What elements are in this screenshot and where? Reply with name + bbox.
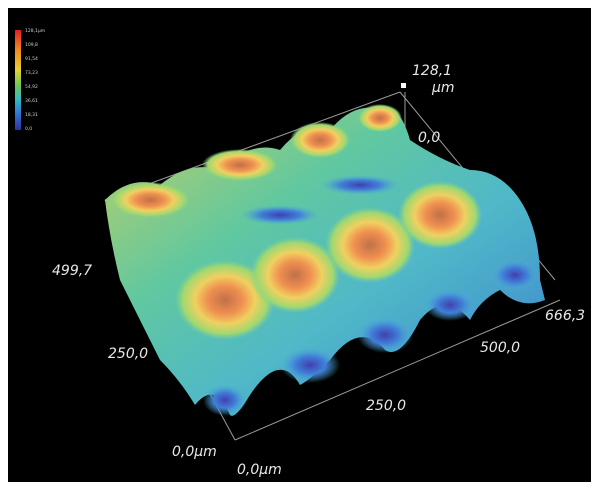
x-label: 666,3 [545, 308, 585, 324]
x-label: 0,0µm [237, 462, 282, 478]
colorbar-label: 36,61 [25, 98, 38, 104]
colorbar-label: 54,92 [25, 84, 38, 90]
colorbar-label: 128,1µm [25, 28, 45, 34]
z-max: 128,1 [412, 63, 452, 79]
surface-view: 128,1µm 109,8 91,54 73,23 54,92 36,61 18,31 0,0… [0, 0, 599, 490]
colorbar-label: 18,31 [25, 112, 38, 118]
x-label: 250,0 [366, 398, 406, 414]
z-unit: µm [431, 80, 455, 96]
y-label: 0,0µm [172, 444, 217, 460]
x-label: 500,0 [480, 340, 520, 356]
y-label: 499,7 [52, 263, 92, 279]
y-label: 250,0 [108, 346, 148, 362]
colorbar [15, 30, 21, 130]
z-min: 0,0 [418, 130, 440, 146]
colorbar-label: 73,23 [25, 70, 38, 76]
colorbar-label: 0,0 [25, 126, 32, 132]
colorbar-label: 91,54 [25, 56, 38, 62]
z-marker [401, 83, 406, 88]
colorbar-label: 109,8 [25, 42, 38, 48]
